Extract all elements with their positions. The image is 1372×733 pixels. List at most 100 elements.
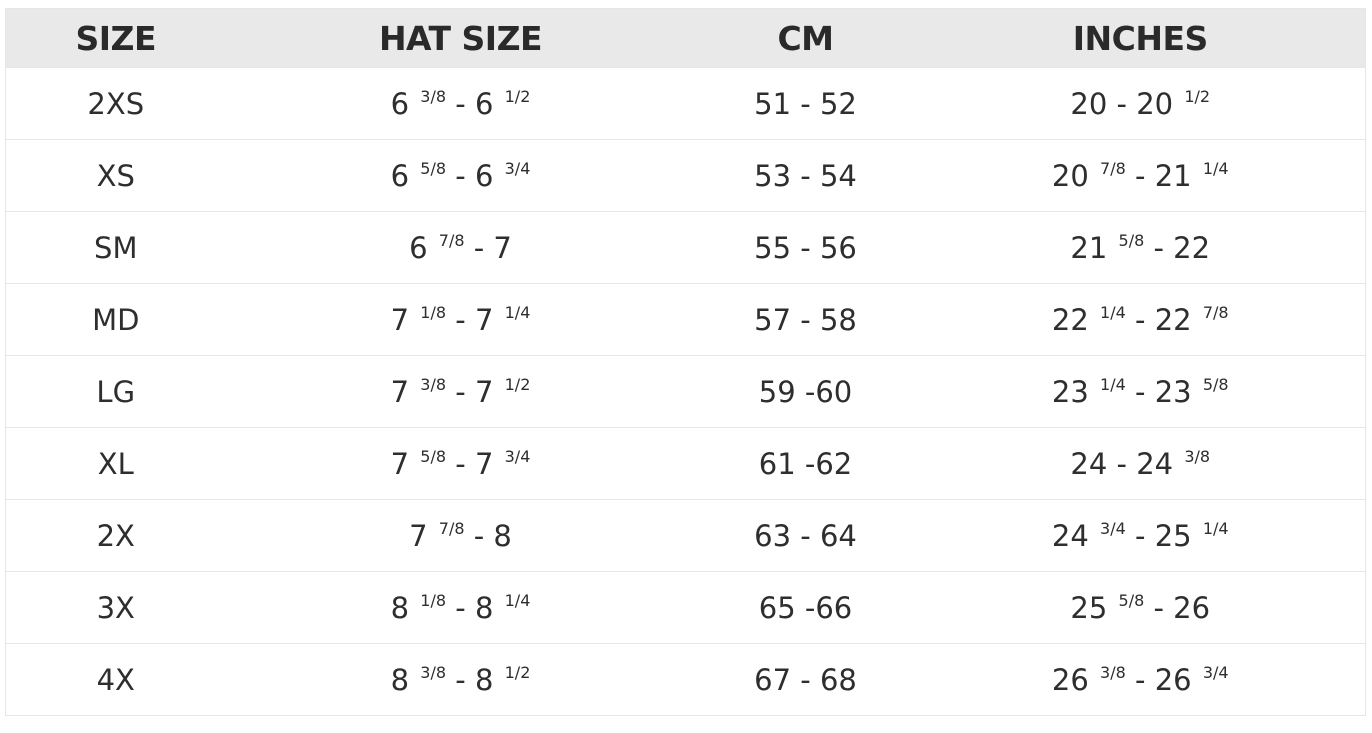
fraction: 3/8 [1100,662,1126,682]
value-text: 6 [390,86,419,121]
size-cell: XL [5,427,226,500]
value-text: - 6 [446,158,503,193]
fraction: 1/8 [420,302,447,322]
value-text: 8 [390,590,419,625]
table-row: SM 6 7/8 - 7 55 - 56 21 5/8 - 22 [5,211,1366,284]
cm-cell: 59 -60 [695,355,916,428]
value-text: 51 - 52 [754,86,857,121]
size-cell: 4X [5,643,226,716]
cm-cell: 63 - 64 [695,499,916,572]
fraction: 7/8 [438,230,465,250]
fraction: 1/2 [504,374,531,394]
inches-cell: 26 3/8 - 26 3/4 [915,643,1366,716]
value-text: 7 [390,302,419,337]
fraction: 7/8 [1100,158,1126,178]
value-text: 6 [409,230,437,265]
value-text: - 25 [1125,518,1201,553]
hat-size-cell: 8 3/8 - 8 1/2 [225,643,696,716]
inches-cell: 25 5/8 - 26 [915,571,1366,644]
value-text: XL [97,446,134,481]
table-row: 2X 7 7/8 - 8 63 - 64 24 3/4 - 25 1/4 [5,499,1366,572]
value-text: 7 [390,446,419,481]
value-text: - 7 [446,446,503,481]
fraction: 5/8 [1118,230,1145,250]
value-text: - 7 [446,302,503,337]
size-cell: LG [5,355,226,428]
inches-cell: 23 1/4 - 23 5/8 [915,355,1366,428]
value-text: - 21 [1125,158,1201,193]
fraction: 3/8 [420,374,447,394]
value-text: - 26 [1125,662,1201,697]
size-cell: MD [5,283,226,356]
value-text: - 6 [446,86,503,121]
hat-size-cell: 7 3/8 - 7 1/2 [225,355,696,428]
value-text: - 7 [446,374,503,409]
value-text: 6 [390,158,419,193]
value-text: 8 [390,662,419,697]
table-row: XS 6 5/8 - 6 3/4 53 - 54 20 7/8 - 21 1/4 [5,139,1366,212]
cm-cell: 53 - 54 [695,139,916,212]
fraction: 1/2 [504,86,531,106]
fraction: 5/8 [1202,374,1229,394]
value-text: - 26 [1144,590,1211,625]
value-text: 24 - 24 [1070,446,1183,481]
fraction: 3/8 [420,662,447,682]
table-row: XL 7 5/8 - 7 3/4 61 -62 24 - 24 3/8 [5,427,1366,500]
hat-size-cell: 6 5/8 - 6 3/4 [225,139,696,212]
hat-size-cell: 6 3/8 - 6 1/2 [225,67,696,140]
value-text: XS [96,158,135,193]
table-row: 3X 8 1/8 - 8 1/4 65 -66 25 5/8 - 26 [5,571,1366,644]
inches-cell: 21 5/8 - 22 [915,211,1366,284]
value-text: MD [92,302,140,337]
value-text: - 8 [446,662,503,697]
hat-size-cell: 6 7/8 - 7 [225,211,696,284]
fraction: 1/8 [420,590,447,610]
value-text: LG [96,374,136,409]
table-body: 2XS 6 3/8 - 6 1/2 51 - 52 20 - 20 1/2 XS 6 5/… [5,67,1366,716]
cm-cell: 61 -62 [695,427,916,500]
value-text: 24 [1051,518,1099,553]
value-text: 21 [1070,230,1117,265]
size-chart-table: SIZE HAT SIZE CM INCHES 2XS 6 3/8 - 6 1/2… [5,8,1366,716]
fraction: 3/4 [1100,518,1126,538]
fraction: 1/4 [1202,518,1229,538]
value-text: 22 [1051,302,1099,337]
value-text: 3X [96,590,135,625]
fraction: 5/8 [420,158,447,178]
fraction: 1/4 [504,302,531,322]
fraction: 7/8 [1202,302,1229,322]
value-text: 2X [96,518,135,553]
value-text: SM [94,230,138,265]
fraction: 3/8 [1184,446,1211,466]
value-text: 23 [1051,374,1099,409]
cm-cell: 67 - 68 [695,643,916,716]
value-text: 4X [96,662,135,697]
size-cell: XS [5,139,226,212]
value-text: 55 - 56 [754,230,857,265]
header-hat-size: HAT SIZE [225,8,696,68]
value-text: 59 -60 [758,374,853,409]
value-text: - 22 [1144,230,1211,265]
table-header: SIZE HAT SIZE CM INCHES [5,8,1366,68]
size-cell: 3X [5,571,226,644]
fraction: 1/4 [1100,374,1126,394]
cm-cell: 57 - 58 [695,283,916,356]
inches-cell: 20 - 20 1/2 [915,67,1366,140]
size-cell: SM [5,211,226,284]
table-row: LG 7 3/8 - 7 1/2 59 -60 23 1/4 - 23 5/8 [5,355,1366,428]
value-text: 25 [1070,590,1117,625]
header-inches: INCHES [915,8,1366,68]
inches-cell: 24 - 24 3/8 [915,427,1366,500]
value-text: 53 - 54 [754,158,857,193]
value-text: - 22 [1125,302,1201,337]
inches-cell: 20 7/8 - 21 1/4 [915,139,1366,212]
value-text: 63 - 64 [754,518,857,553]
fraction: 3/4 [504,158,531,178]
cm-cell: 51 - 52 [695,67,916,140]
cm-cell: 55 - 56 [695,211,916,284]
fraction: 1/2 [504,662,531,682]
fraction: 5/8 [420,446,447,466]
size-cell: 2X [5,499,226,572]
value-text: 20 - 20 [1070,86,1183,121]
table-row: MD 7 1/8 - 7 1/4 57 - 58 22 1/4 - 22 7/8 [5,283,1366,356]
